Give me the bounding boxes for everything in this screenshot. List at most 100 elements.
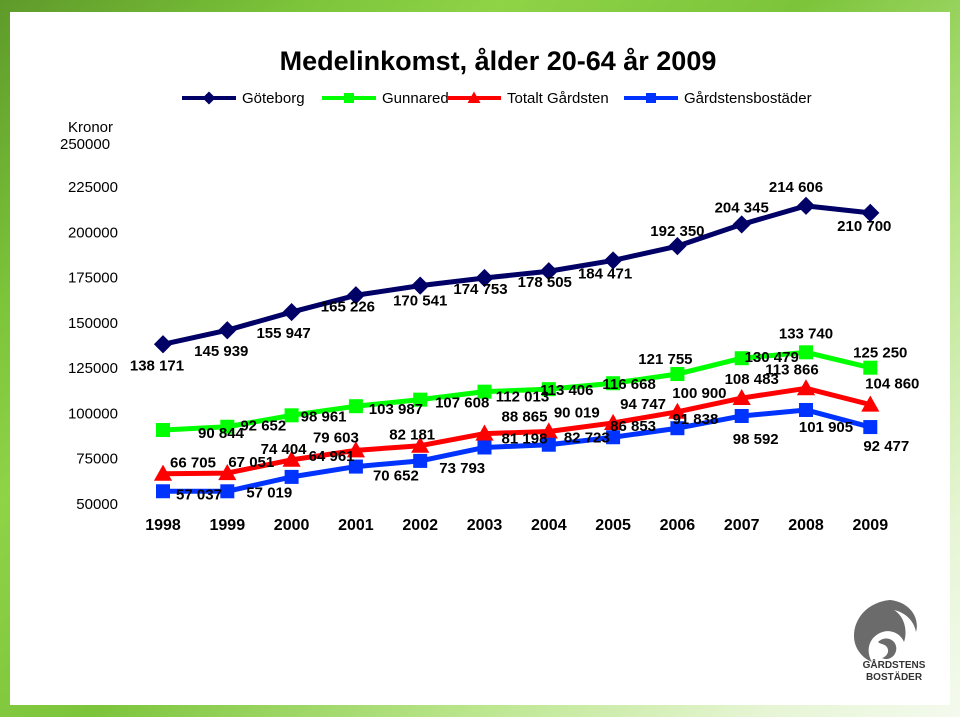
data-label: 73 793 — [439, 460, 485, 477]
data-point — [156, 423, 170, 438]
data-point — [153, 335, 173, 354]
data-point — [413, 453, 428, 468]
data-label: 74 404 — [261, 441, 308, 458]
data-point — [796, 379, 816, 396]
logo-text-line1: GÅRDSTENS — [863, 658, 926, 671]
data-point — [668, 402, 687, 419]
data-label: 104 860 — [865, 376, 919, 393]
data-point — [670, 367, 685, 382]
data-label: 130 479 — [745, 349, 799, 366]
data-point — [861, 395, 880, 412]
data-point — [284, 469, 299, 484]
data-label: 204 345 — [715, 199, 769, 216]
data-point — [732, 388, 751, 406]
data-label: 210 700 — [837, 218, 891, 235]
data-point — [346, 286, 365, 305]
data-label: 138 171 — [130, 357, 184, 374]
x-tick-label: 2003 — [467, 517, 503, 534]
y-tick-label: 225000 — [68, 179, 118, 196]
data-point — [668, 237, 687, 256]
y-tick-label: 200000 — [68, 224, 118, 241]
data-label: 66 705 — [170, 455, 216, 472]
data-point — [799, 345, 813, 360]
data-label: 133 740 — [779, 325, 833, 342]
line-chart: Medelinkomst, ålder 20-64 år 2009 Götebo… — [60, 46, 920, 534]
data-label: 170 541 — [393, 293, 447, 310]
data-point — [541, 382, 556, 397]
y-axis-label-max: 250000 — [60, 136, 110, 153]
data-label: 103 987 — [369, 401, 423, 418]
data-label: 91 838 — [672, 411, 718, 428]
y-tick-label: 175000 — [68, 270, 118, 287]
x-tick-label: 2000 — [274, 517, 310, 534]
data-label: 82 723 — [564, 430, 610, 447]
series-lines — [162, 203, 871, 494]
legend-entry: Gunnared — [382, 90, 449, 107]
data-point — [539, 262, 558, 281]
data-label: 100 900 — [672, 385, 726, 402]
logo-text-line2: BOSTÄDER — [866, 670, 923, 682]
chart-frame: Medelinkomst, ålder 20-64 år 2009 Götebo… — [10, 12, 950, 705]
logo-swirl-inner-icon — [878, 638, 897, 660]
y-tick-label: 125000 — [68, 360, 118, 377]
data-point — [799, 402, 813, 417]
gardstens-logo: GÅRDSTENS BOSTÄDER — [854, 600, 926, 682]
legend-entry: Gårdstensbostäder — [684, 90, 812, 107]
data-point — [153, 464, 173, 481]
legend-marker — [646, 93, 656, 103]
data-label: 88 865 — [502, 409, 548, 426]
data-label: 92 477 — [863, 438, 909, 455]
data-point — [348, 459, 363, 474]
legend: Göteborg Gunnared Totalt Gårdsten Gårdstens… — [182, 90, 812, 107]
legend-marker — [202, 91, 216, 105]
data-point — [796, 196, 816, 215]
legend-entry: Totalt Gårdsten — [507, 90, 609, 107]
data-label: 86 853 — [610, 418, 656, 435]
x-tick-label: 1999 — [210, 517, 246, 534]
data-label: 90 019 — [554, 405, 600, 422]
series-line — [162, 349, 871, 433]
x-tick-label: 2001 — [338, 517, 374, 534]
x-tick-label: 2002 — [402, 517, 438, 534]
data-point — [346, 441, 365, 458]
legend-marker — [344, 93, 354, 103]
data-label: 94 747 — [620, 396, 666, 413]
data-point — [541, 437, 556, 452]
x-tick-label: 2004 — [531, 517, 567, 534]
data-point — [282, 302, 301, 322]
y-tick-label: 50000 — [76, 496, 118, 513]
data-label: 184 471 — [578, 265, 632, 282]
data-point — [218, 321, 237, 340]
data-label: 125 250 — [853, 345, 907, 362]
data-label: 214 606 — [769, 179, 823, 196]
x-tick-label: 2008 — [788, 517, 824, 534]
data-label: 113 866 — [765, 361, 818, 378]
data-label: 98 592 — [733, 431, 779, 448]
data-point — [218, 464, 237, 481]
data-labels: 138 171 145 939 155 947 165 226 170 541 174 7… — [130, 179, 920, 503]
data-point — [411, 276, 430, 295]
data-label: 67 051 — [228, 454, 274, 471]
data-point — [475, 424, 494, 441]
data-point — [413, 392, 428, 407]
data-point — [863, 420, 878, 435]
x-tick-label: 2009 — [853, 517, 889, 534]
data-label: 81 198 — [502, 430, 548, 447]
logo-swirl-icon — [854, 600, 917, 662]
series-line — [162, 203, 871, 347]
data-label: 92 652 — [240, 418, 286, 435]
data-point — [732, 215, 751, 234]
data-point — [606, 430, 621, 445]
x-tick-label: 2005 — [595, 517, 631, 534]
data-label: 82 181 — [389, 427, 435, 444]
y-tick-label: 75000 — [76, 451, 118, 468]
data-point — [606, 376, 621, 391]
data-point — [475, 268, 494, 288]
data-point — [477, 440, 492, 455]
series-line — [162, 407, 871, 494]
data-point — [861, 203, 880, 223]
data-label: 165 226 — [321, 298, 375, 315]
data-point — [734, 408, 749, 423]
data-point — [734, 351, 749, 366]
y-tick-label: 100000 — [68, 405, 118, 422]
